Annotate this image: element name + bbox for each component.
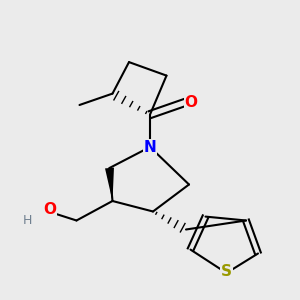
Text: H: H [22, 214, 32, 227]
Text: O: O [43, 202, 56, 217]
Text: N: N [144, 140, 156, 154]
Polygon shape [105, 168, 114, 201]
Text: O: O [184, 95, 198, 110]
Text: S: S [221, 264, 232, 279]
